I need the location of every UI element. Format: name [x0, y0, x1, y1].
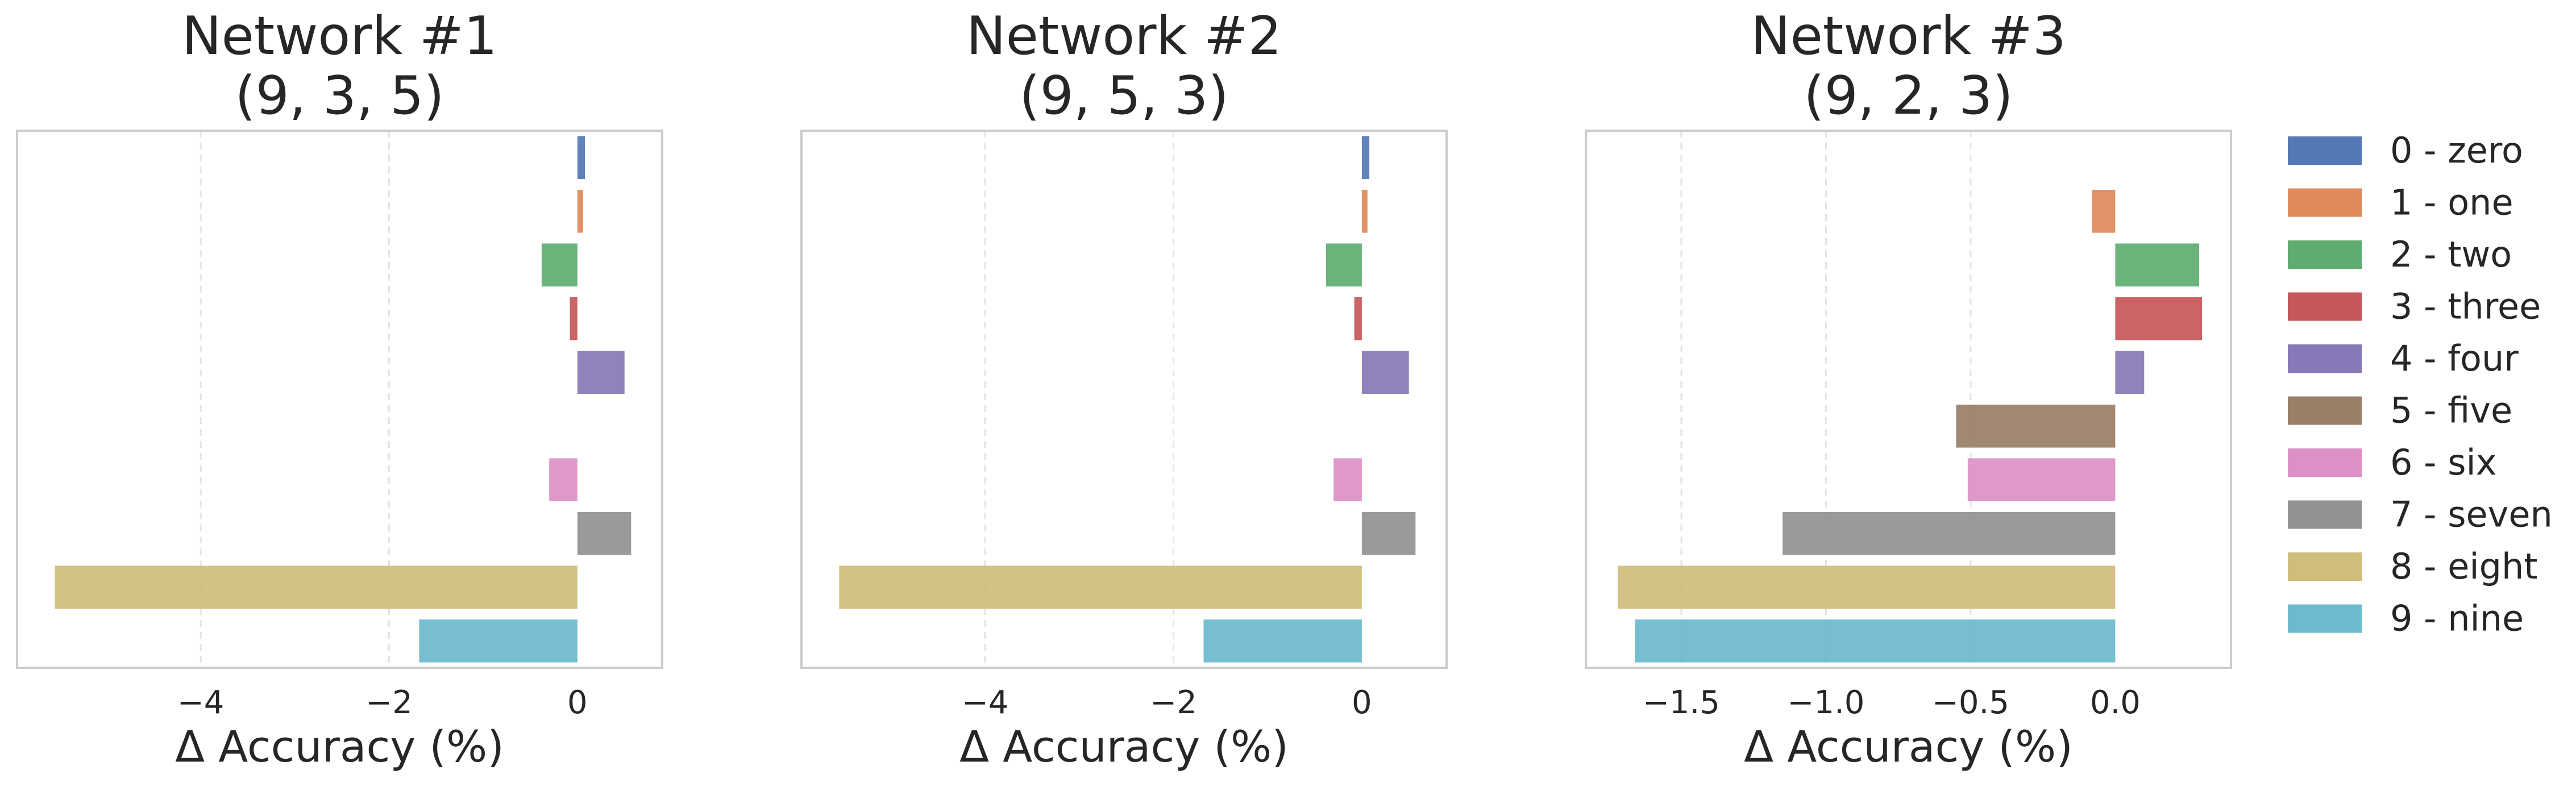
legend-label: 4 - four: [2390, 338, 2519, 379]
legend-swatch: [2288, 448, 2362, 477]
legend-label: 7 - seven: [2390, 494, 2553, 535]
x-tick-label: −4: [962, 684, 1009, 721]
bar-0-zero: [1361, 136, 1370, 180]
bar-2-two: [541, 243, 577, 287]
x-tick-label: −1.0: [1787, 684, 1864, 721]
x-tick-label: −0.5: [1932, 684, 2009, 721]
plot-frame: [800, 130, 1448, 669]
bar-4-four: [577, 351, 625, 394]
legend-item: 8 - eight: [2288, 546, 2538, 587]
bar-7-seven: [1361, 511, 1416, 555]
bar-2-two: [2115, 243, 2200, 287]
legend-item: 7 - seven: [2288, 494, 2553, 535]
x-axis-label: Δ Accuracy (%): [959, 721, 1289, 772]
bar-6-six: [549, 458, 577, 502]
x-tick-label: −2: [1150, 684, 1197, 721]
bar-1-one: [1361, 189, 1368, 233]
bar-4-four: [1361, 351, 1409, 394]
bar-3-three: [1354, 297, 1362, 340]
legend-swatch: [2288, 136, 2362, 165]
legend-label: 1 - one: [2390, 182, 2513, 223]
bar-8-eight: [839, 565, 1362, 609]
bar-8-eight: [55, 565, 577, 609]
chart-title-line-2: (9, 5, 3): [1019, 65, 1228, 126]
legend-item: 9 - nine: [2288, 598, 2524, 639]
legend-swatch: [2288, 292, 2362, 321]
legend-swatch: [2288, 344, 2362, 373]
x-tick-label: −4: [177, 684, 225, 721]
bar-9-nine: [1203, 619, 1362, 663]
chart-panel-2: −4 −2 0 Δ Accuracy (%) Network #2(9, 5, 3): [800, 5, 1448, 772]
chart-title-line-2: (9, 2, 3): [1804, 65, 2013, 126]
chart-panel-1: −4 −2 0 Δ Accuracy (%) Network #1(9, 3, 5): [16, 5, 663, 772]
legend-swatch: [2288, 188, 2362, 217]
bar-6-six: [1333, 458, 1362, 502]
bar-6-six: [1967, 458, 2116, 502]
bar-3-three: [2115, 297, 2203, 340]
legend-label: 0 - zero: [2390, 130, 2523, 171]
x-tick-label: 0.0: [2090, 684, 2141, 721]
legend-label: 9 - nine: [2390, 598, 2524, 639]
x-tick-label: 0: [1352, 684, 1372, 721]
bar-1-one: [2092, 189, 2116, 233]
chart-title-line-1: Network #2: [966, 5, 1282, 66]
bar-8-eight: [1617, 565, 2116, 609]
bar-7-seven: [577, 511, 631, 555]
bar-7-seven: [1783, 511, 2116, 555]
x-tick-label: 0: [567, 684, 588, 721]
legend-swatch: [2288, 604, 2362, 633]
legend-swatch: [2288, 240, 2362, 269]
x-tick-label: −1.5: [1643, 684, 1720, 721]
legend-label: 8 - eight: [2390, 546, 2538, 587]
legend-label: 2 - two: [2390, 234, 2512, 275]
x-tick-label: −2: [365, 684, 413, 721]
legend-label: 5 - five: [2390, 390, 2512, 431]
legend-swatch: [2288, 500, 2362, 529]
legend-item: 3 - three: [2288, 286, 2541, 327]
bar-5-five: [1956, 404, 2116, 448]
legend-item: 1 - one: [2288, 182, 2513, 223]
legend-item: 5 - five: [2288, 390, 2512, 431]
x-axis-label: Δ Accuracy (%): [1744, 721, 2073, 772]
plot-frame: [1585, 130, 2232, 669]
chart-panel-3: −1.5 −1.0 −0.5 0.0 Δ Accuracy (%) Network #3(…: [1585, 5, 2232, 772]
bar-1-one: [577, 189, 583, 233]
chart-title-line-1: Network #1: [182, 5, 497, 66]
bar-3-three: [570, 297, 577, 340]
legend-item: 0 - zero: [2288, 130, 2523, 171]
bar-0-zero: [577, 136, 585, 180]
x-axis-label: Δ Accuracy (%): [175, 721, 504, 772]
bar-9-nine: [419, 619, 577, 663]
legend-label: 6 - six: [2390, 442, 2496, 483]
bar-2-two: [1326, 243, 1362, 287]
legend-item: 6 - six: [2288, 442, 2496, 483]
legend-item: 2 - two: [2288, 234, 2512, 275]
chart-title-line-2: (9, 3, 5): [235, 65, 444, 126]
bar-4-four: [2115, 351, 2145, 394]
legend-swatch: [2288, 552, 2362, 581]
legend: 0 - zero 1 - one 2 - two 3 - three 4 - four 5…: [2288, 130, 2553, 639]
chart-title-line-1: Network #3: [1751, 5, 2066, 66]
plot-frame: [16, 130, 663, 669]
legend-swatch: [2288, 396, 2362, 425]
legend-label: 3 - three: [2390, 286, 2541, 327]
legend-item: 4 - four: [2288, 338, 2519, 379]
bar-9-nine: [1635, 619, 2116, 663]
chart-panels: −4 −2 0Δ Accuracy (%)Network #1(9, 3, 5)−4…: [16, 5, 2232, 772]
